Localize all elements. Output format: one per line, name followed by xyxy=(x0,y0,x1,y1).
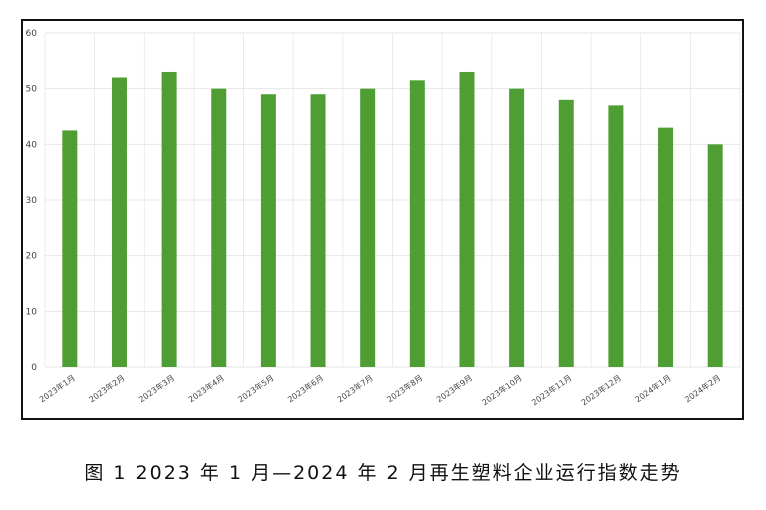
x-tick-label: 2023年12月 xyxy=(579,372,623,407)
x-axis-ticks: 2023年1月 2023年2月 2023年3月 2023年4月 2023年5月 2023年… xyxy=(37,372,722,407)
y-tick-label: 30 xyxy=(26,196,38,206)
bar xyxy=(310,94,326,367)
x-tick-label: 2023年7月 xyxy=(335,372,375,404)
bar xyxy=(211,88,227,368)
x-tick-label: 2024年1月 xyxy=(633,372,673,404)
x-tick-label: 2023年11月 xyxy=(530,372,574,407)
x-tick-label: 2023年6月 xyxy=(285,372,325,404)
bar xyxy=(707,144,723,367)
x-tick-label: 2023年2月 xyxy=(87,372,127,404)
y-tick-label: 0 xyxy=(31,363,37,373)
x-tick-label: 2024年2月 xyxy=(683,372,723,404)
bars xyxy=(62,71,723,368)
gridlines xyxy=(44,32,741,368)
x-tick-label: 2023年5月 xyxy=(236,372,276,404)
bar xyxy=(62,130,78,367)
bar xyxy=(558,99,574,368)
bar xyxy=(509,88,525,368)
x-tick-label: 2023年10月 xyxy=(480,372,524,407)
x-tick-label: 2023年3月 xyxy=(137,372,177,404)
bar xyxy=(260,94,276,367)
x-tick-label: 2023年1月 xyxy=(37,372,77,404)
bar xyxy=(161,71,177,367)
y-tick-label: 20 xyxy=(26,252,38,262)
bar xyxy=(658,127,674,367)
chart-frame: 0 10 20 30 40 50 60 2023年1月 2023年2月 2023年3月 2023年… xyxy=(21,19,744,420)
y-tick-label: 50 xyxy=(26,85,38,95)
bar xyxy=(360,88,376,368)
y-axis-ticks: 0 10 20 30 40 50 60 xyxy=(26,29,38,373)
figure-caption: 图 1 2023 年 1 月—2024 年 2 月再生塑料企业运行指数走势 xyxy=(84,462,682,484)
y-tick-label: 60 xyxy=(26,29,38,39)
x-tick-label: 2023年8月 xyxy=(385,372,425,404)
y-tick-label: 40 xyxy=(26,140,38,150)
bar xyxy=(459,71,475,367)
y-tick-label: 10 xyxy=(26,307,38,317)
bar xyxy=(608,105,624,367)
x-tick-label: 2023年4月 xyxy=(186,372,226,404)
bar xyxy=(111,77,127,368)
x-tick-label: 2023年9月 xyxy=(434,372,474,404)
bar xyxy=(409,80,425,368)
